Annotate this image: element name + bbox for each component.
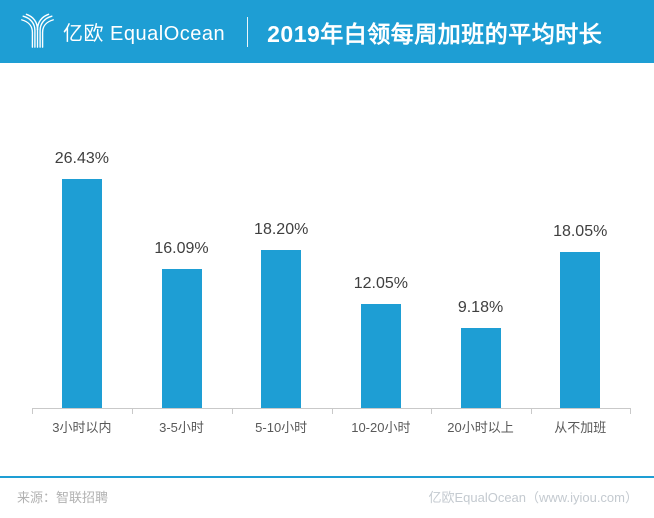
x-axis-category-label: 5-10小时 [255, 420, 308, 435]
bar-value-label: 18.20% [254, 221, 309, 238]
bar-value-label: 9.18% [457, 299, 504, 316]
x-axis-line [32, 408, 631, 414]
axis-tick [630, 409, 631, 414]
x-axis-category-label: 10-20小时 [351, 420, 411, 435]
chart-column: 12.05% [331, 275, 431, 408]
brand-name: 亿欧 EqualOcean [63, 23, 226, 45]
page-title: 2019年白领每周加班的平均时长 [267, 20, 603, 47]
bar-value-label: 12.05% [353, 275, 408, 292]
bar-chart: 26.43% 16.09% 18.20% 12.05% 9.18% 18.05% [32, 63, 630, 408]
bar-value-label: 26.43% [54, 150, 109, 167]
x-axis-category-label: 从不加班 [554, 420, 607, 435]
axis-tick [231, 409, 233, 414]
footer-row: 来源：智联招聘 亿欧EqualOcean（www.iyiou.com） [0, 478, 654, 506]
axis-tick [531, 409, 533, 414]
bar-value-label: 18.05% [553, 223, 608, 240]
x-axis-labels: 3小时以内 3-5小时 5-10小时 10-20小时 20小时以上 从不加班 [32, 417, 630, 436]
chart-column: 26.43% [32, 150, 132, 408]
header-divider [247, 16, 249, 47]
header-bar: 亿欧 EqualOcean 2019年白领每周加班的平均时长 [0, 0, 654, 63]
bar [161, 269, 202, 408]
bar [261, 250, 302, 408]
axis-tick [131, 409, 133, 414]
footer-divider-line [0, 476, 654, 478]
x-axis-category-label: 20小时以上 [447, 420, 514, 435]
axis-tick [331, 409, 333, 414]
chart-column: 9.18% [431, 299, 531, 408]
chart-column: 16.09% [132, 240, 232, 408]
x-axis-category-label: 3-5小时 [159, 420, 204, 435]
chart-column: 18.05% [530, 223, 630, 408]
bar [360, 304, 401, 408]
chart-column: 18.20% [231, 221, 331, 408]
x-axis-category-label: 3小时以内 [52, 420, 112, 435]
bar [61, 179, 102, 408]
site-credit: 亿欧EqualOcean（www.iyiou.com） [428, 490, 638, 505]
bar [560, 252, 601, 408]
axis-tick [32, 409, 33, 414]
bar-value-label: 16.09% [154, 240, 209, 257]
equalocean-logo-icon [21, 13, 54, 48]
axis-tick [431, 409, 433, 414]
bar [460, 328, 501, 408]
chart-area: 26.43% 16.09% 18.20% 12.05% 9.18% 18.05% 3小时以… [0, 63, 654, 436]
source-credit: 来源：智联招聘 [17, 490, 109, 505]
footer: 来源：智联招聘 亿欧EqualOcean（www.iyiou.com） [0, 476, 654, 506]
